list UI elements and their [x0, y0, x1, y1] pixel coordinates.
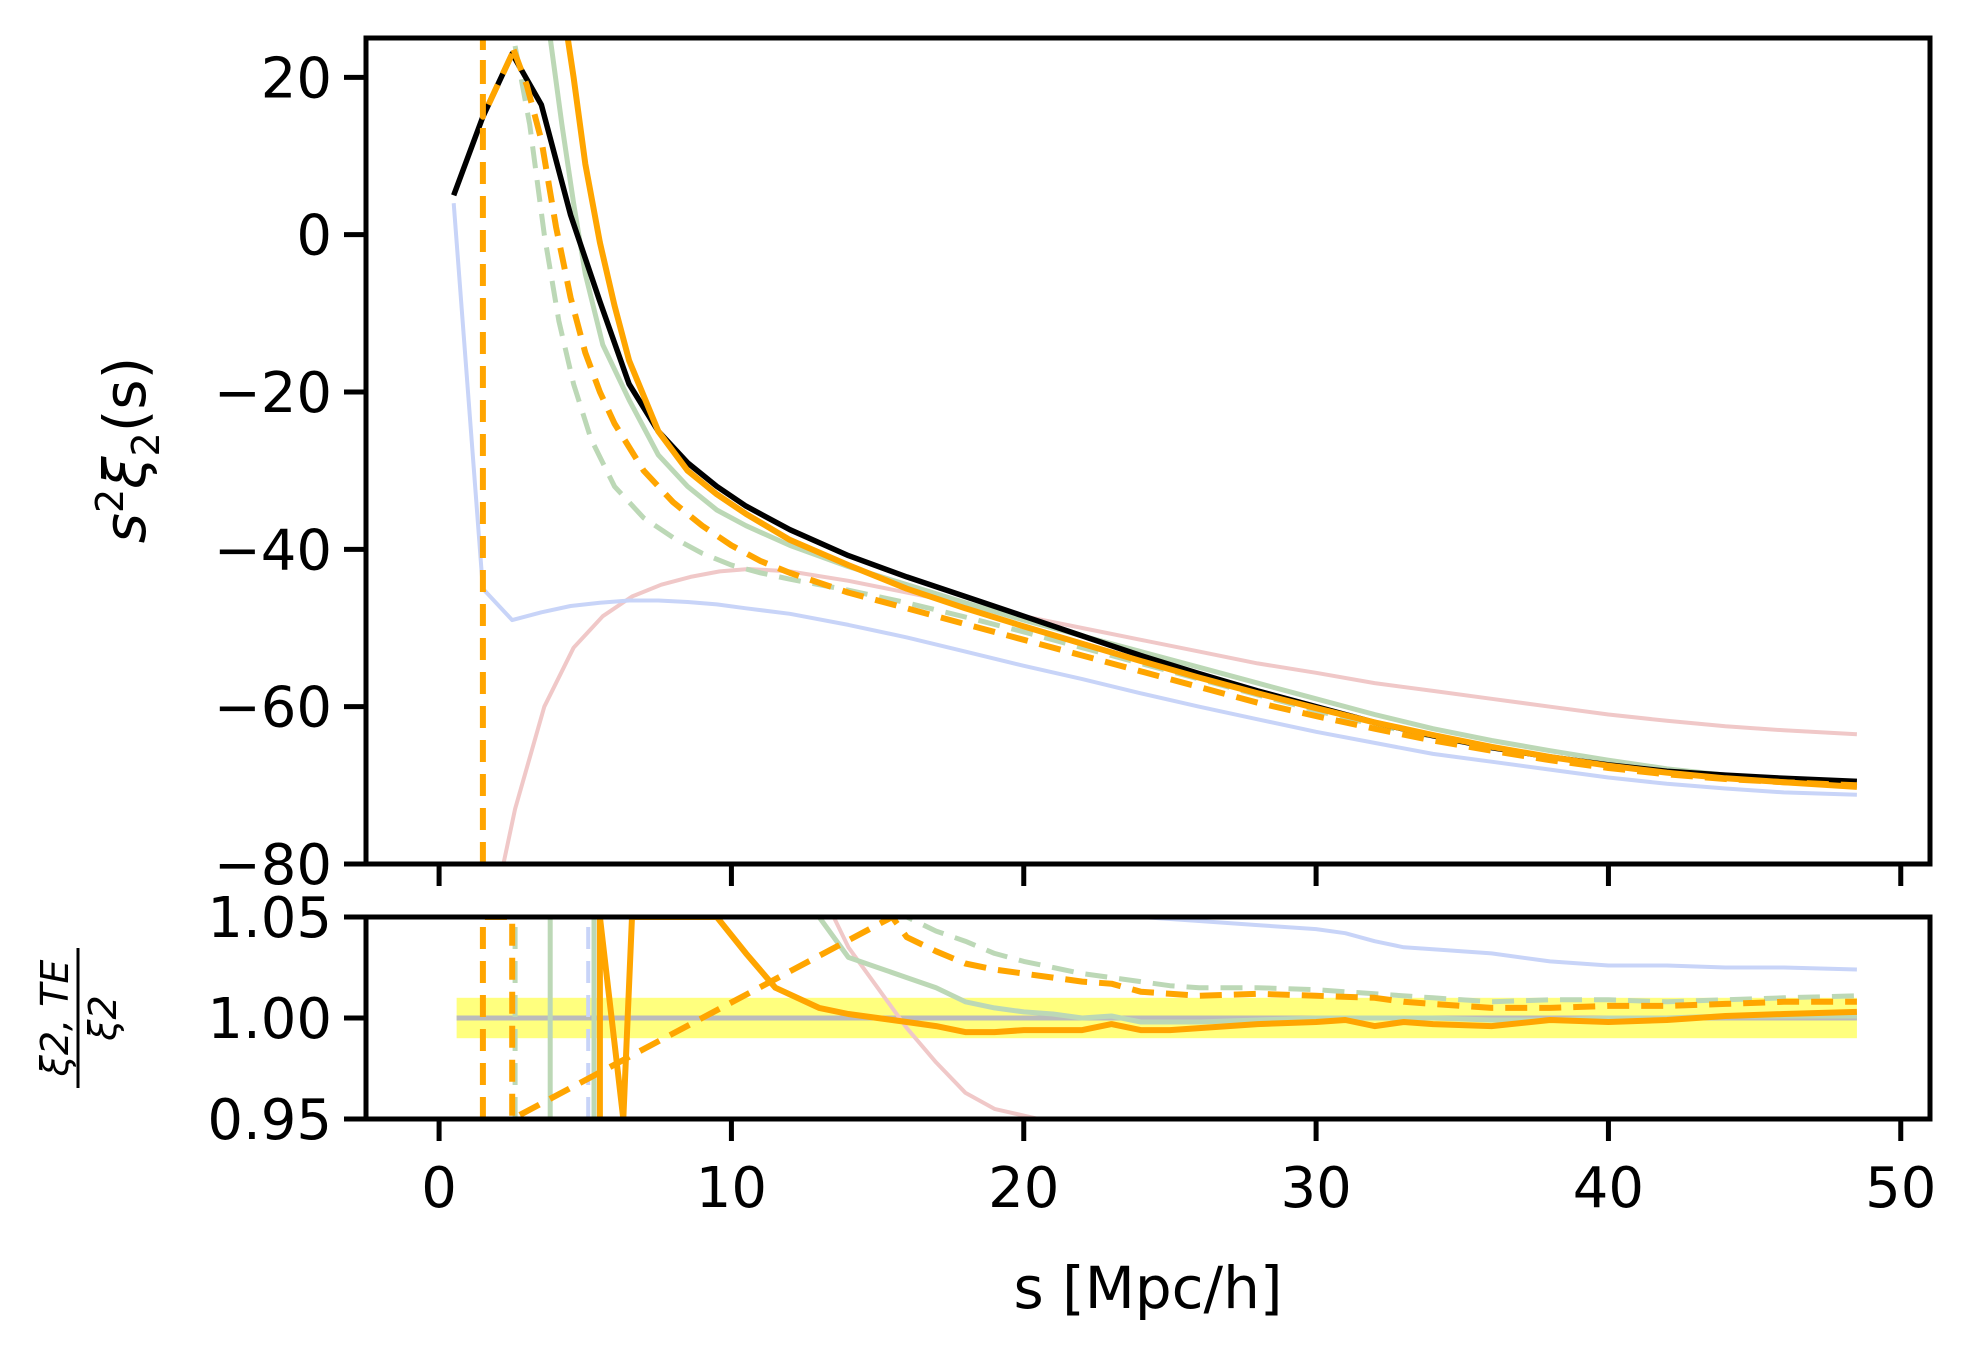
ylabel-numerator: ξ2, TE — [33, 960, 77, 1078]
series-line-blue-faint — [1140, 917, 1857, 972]
top-ytick-group: 20 0 −20 −40 −60 −80 — [214, 46, 366, 898]
ylabel-s: s — [91, 513, 159, 543]
bottom-xtick-group: 0 10 20 30 40 50 — [421, 1119, 1936, 1221]
ytick-label: 1.05 — [207, 886, 332, 951]
top-panel: 200−20−40−60−80 s2ξ2(s) — [88, 35, 1933, 898]
series-line-green-faint-solid — [547, 38, 1858, 788]
ytick-label: −60 — [214, 676, 332, 741]
series-line-orange-solid — [596, 917, 1857, 1119]
ytick-label: −80 — [214, 833, 332, 898]
xtick-label: 10 — [696, 1156, 767, 1221]
ytick-label: 1.00 — [207, 987, 332, 1052]
ytick-label: −20 — [214, 361, 332, 426]
top-xtick-group — [436, 864, 1904, 886]
top-plot-frame — [363, 35, 1933, 867]
series-line-orange-dashed — [479, 38, 1858, 864]
series-line-green-faint-solid-tail — [817, 917, 1857, 1025]
xtick-label: 30 — [1280, 1156, 1351, 1221]
ylabel-subscript: 2 — [124, 432, 168, 456]
series-line-red-faint — [501, 567, 1858, 864]
xtick-label: 20 — [988, 1156, 1059, 1221]
ylabel-exponent: 2 — [88, 489, 132, 513]
series-line-green-faint-dashed — [512, 917, 1857, 1119]
ytick-label: 0 — [296, 204, 332, 269]
ytick-label: 0.95 — [207, 1088, 332, 1153]
ytick-label: −40 — [214, 518, 332, 583]
series-line-orange-dashed — [479, 917, 1857, 1119]
xtick-label: 40 — [1573, 1156, 1644, 1221]
series-line-blue-faint — [451, 203, 1857, 797]
series-line-orange-solid — [564, 38, 1858, 790]
x-axis-label: s [Mpc/h] — [1014, 1254, 1283, 1322]
series-line-green-faint-solid — [547, 917, 597, 1119]
xtick-label: 50 — [1865, 1156, 1936, 1221]
ytick-label: 20 — [261, 46, 332, 111]
series-line-red-faint — [831, 917, 1039, 1119]
top-y-axis-label: s2ξ2(s) — [88, 357, 168, 543]
ylabel-arg: (s) — [91, 357, 159, 432]
bottom-panel: 1.05 1.00 0.95 0 10 20 30 40 50 s [Mpc/h] ξ2, T… — [33, 886, 1936, 1322]
ylabel-denominator: ξ2 — [81, 995, 125, 1041]
xtick-label: 0 — [421, 1156, 457, 1221]
bottom-series-group — [456, 917, 1857, 1119]
top-series-group — [451, 38, 1858, 864]
bottom-ytick-group: 1.05 1.00 0.95 — [207, 886, 366, 1153]
bottom-y-axis-label: ξ2, TE ξ2 — [33, 948, 125, 1088]
ylabel-xi: ξ — [91, 456, 159, 490]
